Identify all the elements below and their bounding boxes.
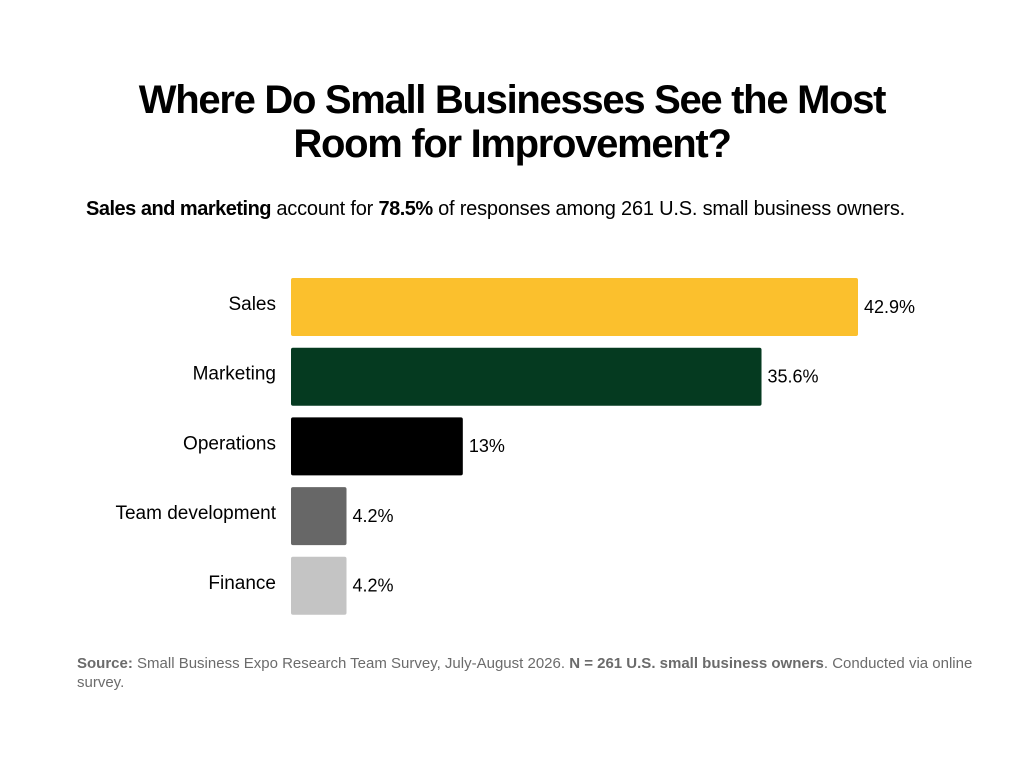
value-label-finance: 4.2% (353, 576, 394, 596)
subtitle-bold-lead: Sales and marketing (86, 198, 272, 220)
subtitle-text-2: of responses among 261 U.S. small busine… (432, 198, 905, 220)
bar-marketing (291, 347, 762, 406)
value-label-team-development: 4.2% (353, 506, 394, 526)
value-label-marketing: 35.6% (768, 366, 819, 386)
bar-sales (291, 278, 858, 336)
source-label: Source: (77, 655, 133, 672)
bar-finance (291, 556, 347, 615)
chart-title: Where Do Small Businesses See the Most R… (0, 78, 1024, 166)
bar-team-development (291, 487, 347, 546)
category-label-finance: Finance (208, 573, 276, 594)
value-label-sales: 42.9% (864, 297, 915, 317)
category-label-team-development: Team development (115, 503, 276, 524)
source-sample-size: N = 261 U.S. small business owners (569, 655, 824, 672)
source-text-2: . Conducted via online survey. (77, 655, 973, 691)
source-text-1: Small Business Expo Research Team Survey… (132, 655, 570, 672)
chart-subtitle: Sales and marketing account for 78.5% of… (86, 197, 936, 221)
bar-operations (291, 417, 463, 476)
category-label-marketing: Marketing (193, 364, 276, 385)
chart-title-line-1: Where Do Small Businesses See the Most (138, 78, 887, 122)
category-label-sales: Sales (228, 294, 276, 315)
category-label-operations: Operations (183, 433, 276, 454)
value-label-operations: 13% (469, 436, 505, 456)
chart-title-line-2: Room for Improvement? (293, 122, 731, 166)
subtitle-text-1: account for (271, 198, 379, 220)
subtitle-bold-value: 78.5% (378, 198, 434, 220)
source-note: Source: Small Business Expo Research Tea… (77, 654, 977, 692)
